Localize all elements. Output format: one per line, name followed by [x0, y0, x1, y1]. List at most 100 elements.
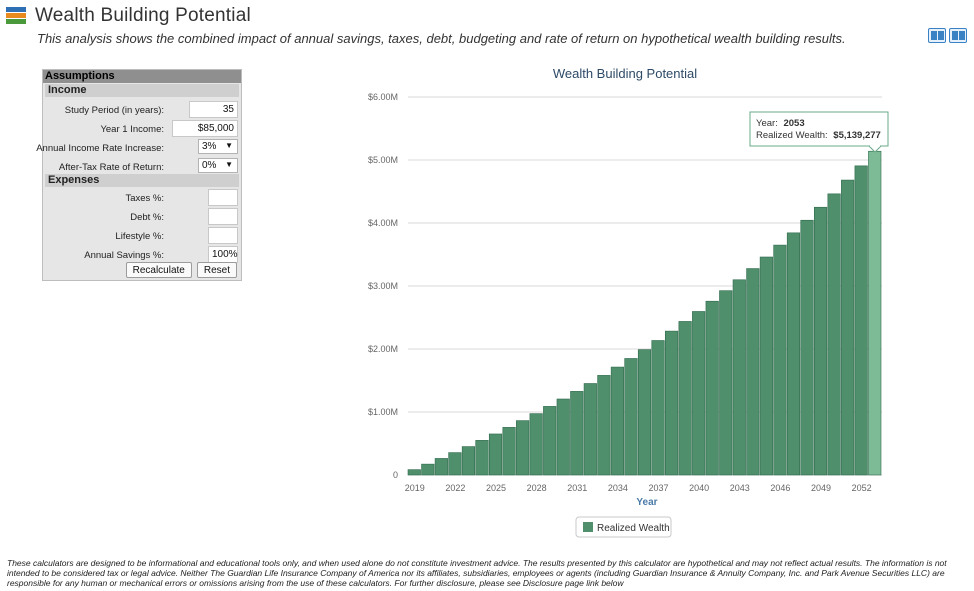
annual-savings-label: Annual Savings %: — [84, 250, 164, 261]
x-tick-label: 2022 — [445, 483, 465, 493]
grid-view-icon[interactable] — [928, 28, 946, 43]
after-tax-label: After-Tax Rate of Return: — [58, 162, 164, 173]
bar-2038[interactable] — [665, 330, 679, 476]
chart-legend[interactable]: Realized Wealth — [575, 516, 672, 538]
x-tick-label: 2028 — [527, 483, 547, 493]
x-tick-label: 2034 — [608, 483, 628, 493]
bar-2041[interactable] — [705, 300, 719, 476]
bar-2042[interactable] — [719, 290, 733, 476]
x-tick-label: 2046 — [770, 483, 790, 493]
chevron-down-icon: ▼ — [225, 141, 233, 150]
x-tick-label: 2043 — [730, 483, 750, 493]
split-view-icon[interactable] — [949, 28, 967, 43]
x-tick-label: 2052 — [852, 483, 872, 493]
bar-2021[interactable] — [434, 458, 448, 476]
year1-income-label: Year 1 Income: — [100, 124, 164, 135]
income-section-heading: Income — [45, 84, 239, 97]
bar-2020[interactable] — [421, 463, 435, 476]
bar-2032[interactable] — [583, 383, 597, 476]
view-toggle-group — [928, 28, 967, 43]
bar-2022[interactable] — [448, 452, 462, 476]
legend-label: Realized Wealth — [597, 523, 670, 534]
bar-2027[interactable] — [516, 420, 530, 476]
page-subtitle: This analysis shows the combined impact … — [37, 31, 846, 46]
bar-2019[interactable] — [407, 469, 421, 476]
bar-2047[interactable] — [786, 232, 801, 476]
bar-2052[interactable] — [854, 165, 868, 476]
bar-2031[interactable] — [570, 391, 584, 476]
y-tick-label: $6.00M — [368, 92, 398, 102]
y-tick-label: $3.00M — [368, 281, 398, 291]
tooltip-year-label: Year: — [756, 118, 778, 129]
bar-2029[interactable] — [543, 406, 557, 476]
taxes-label: Taxes %: — [125, 193, 164, 204]
y-tick-label: 0 — [393, 470, 398, 480]
debt-label: Debt %: — [130, 212, 164, 223]
wealth-chart: Wealth Building Potential 0 $1.00M $2.00M $… — [360, 60, 950, 540]
bar-2033[interactable] — [597, 375, 611, 476]
bar-2051[interactable] — [841, 179, 855, 476]
bar-2049[interactable] — [813, 206, 828, 476]
assumptions-title: Assumptions — [43, 70, 241, 83]
y-tick-label: $4.00M — [368, 218, 398, 228]
header: Wealth Building Potential — [6, 4, 251, 28]
bar-2030[interactable] — [556, 398, 570, 476]
debt-input[interactable] — [208, 208, 238, 225]
chart-tooltip: Year: 2053 Realized Wealth: $5,139,277 — [749, 111, 889, 153]
assumptions-panel: Assumptions Income Study Period (in year… — [36, 69, 242, 281]
tooltip-wealth-label: Realized Wealth: — [756, 130, 828, 141]
bar-2037[interactable] — [651, 340, 665, 476]
bar-2035[interactable] — [624, 358, 638, 476]
bar-2039[interactable] — [678, 321, 692, 476]
bar-2026[interactable] — [502, 427, 516, 476]
study-period-label: Study Period (in years): — [64, 105, 164, 116]
income-rate-select[interactable]: 3% ▼ — [198, 139, 238, 154]
tooltip-wealth-value: $5,139,277 — [833, 130, 881, 141]
bar-2053[interactable] — [868, 150, 882, 476]
study-period-input[interactable]: 35 — [189, 101, 238, 118]
y-tick-label: $5.00M — [368, 155, 398, 165]
calculator-logo-icon — [6, 6, 26, 26]
y-tick-label: $1.00M — [368, 407, 398, 417]
bar-2023[interactable] — [461, 446, 476, 476]
bar-2025[interactable] — [488, 433, 503, 476]
bar-2034[interactable] — [610, 366, 624, 476]
bar-2046[interactable] — [773, 244, 787, 476]
bar-2044[interactable] — [746, 268, 760, 476]
taxes-input[interactable] — [208, 189, 238, 206]
lifestyle-input[interactable] — [208, 227, 238, 244]
bar-2043[interactable] — [732, 279, 746, 476]
chevron-down-icon: ▼ — [225, 160, 233, 169]
svg-text:Year: 2053: Year: 2053 — [756, 118, 805, 129]
income-rate-label: Annual Income Rate Increase: — [36, 143, 164, 154]
page-title: Wealth Building Potential — [35, 5, 251, 26]
wealth-chart-svg: Wealth Building Potential 0 $1.00M $2.00M $… — [368, 66, 889, 538]
x-tick-label: 2019 — [405, 483, 425, 493]
y-tick-label: $2.00M — [368, 344, 398, 354]
year1-income-input[interactable]: $85,000 — [172, 120, 238, 137]
recalculate-button[interactable]: Recalculate — [125, 262, 192, 278]
svg-text:Realized Wealth: $5,13: Realized Wealth: $5,139,277 — [756, 130, 881, 141]
reset-button[interactable]: Reset — [196, 262, 237, 278]
tooltip-year-value: 2053 — [783, 118, 804, 129]
bar-2048[interactable] — [800, 219, 814, 476]
expenses-section-heading: Expenses — [45, 174, 239, 187]
income-rate-value: 3% — [202, 141, 217, 152]
bar-2045[interactable] — [759, 256, 773, 476]
lifestyle-label: Lifestyle %: — [115, 231, 164, 242]
annual-savings-input[interactable]: 100% — [208, 246, 238, 263]
x-axis-label: Year — [636, 497, 657, 508]
bar-2040[interactable] — [692, 311, 706, 476]
bar-2036[interactable] — [637, 349, 652, 476]
bar-2028[interactable] — [529, 413, 543, 476]
x-tick-label: 2031 — [567, 483, 587, 493]
x-tick-label: 2040 — [689, 483, 709, 493]
legend-swatch — [583, 522, 593, 532]
chart-title: Wealth Building Potential — [553, 66, 697, 81]
after-tax-select[interactable]: 0% ▼ — [198, 158, 238, 173]
disclaimer-text: These calculators are designed to be inf… — [7, 558, 947, 588]
x-tick-label: 2025 — [486, 483, 506, 493]
bar-2024[interactable] — [475, 440, 489, 476]
x-tick-label: 2049 — [811, 483, 831, 493]
bar-2050[interactable] — [827, 193, 841, 476]
